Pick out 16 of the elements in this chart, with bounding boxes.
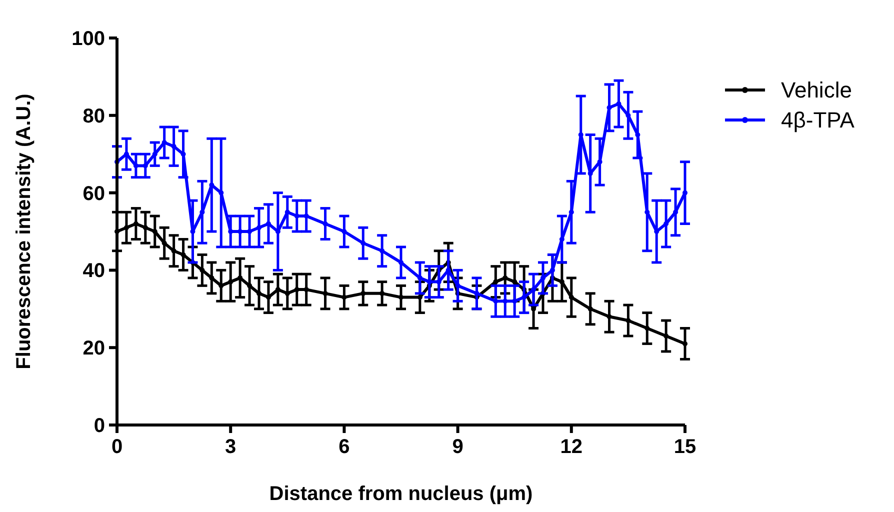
y-tick-label: 100 (72, 28, 105, 50)
x-tick-label: 3 (225, 436, 236, 458)
legend-label: Vehicle (781, 78, 852, 103)
y-tick-label: 20 (82, 338, 105, 360)
legend-label: 4β-TPA (781, 108, 855, 133)
x-tick-label: 0 (111, 436, 123, 458)
y-tick-label: 40 (82, 260, 105, 282)
x-tick-label: 6 (338, 436, 350, 458)
x-tick-label: 9 (452, 436, 464, 458)
x-axis-title: Distance from nucleus (μm) (269, 483, 533, 505)
y-axis-title: Fluorescence intensity (A.U.) (13, 94, 35, 370)
y-tick-label: 60 (82, 182, 105, 205)
y-tick-label: 0 (94, 415, 105, 437)
x-tick-label: 15 (674, 436, 696, 458)
y-tick-label: 80 (82, 105, 105, 128)
x-tick-label: 12 (560, 436, 583, 458)
